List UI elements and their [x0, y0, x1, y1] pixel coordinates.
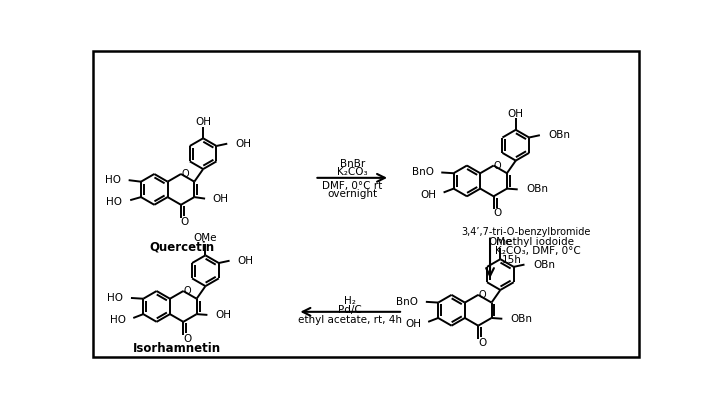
- Text: 3,4’,7-tri-O-benzylbromide: 3,4’,7-tri-O-benzylbromide: [461, 227, 591, 237]
- Text: OBn: OBn: [526, 184, 548, 194]
- Text: H₂: H₂: [345, 296, 356, 306]
- Text: O: O: [183, 286, 191, 296]
- Text: OMe: OMe: [488, 237, 512, 247]
- Text: K₂CO₃: K₂CO₃: [337, 167, 368, 177]
- Text: DMF, 0°C rt: DMF, 0°C rt: [322, 181, 383, 191]
- Text: Quercetin: Quercetin: [149, 241, 214, 254]
- Text: O: O: [181, 169, 189, 179]
- Text: OBn: OBn: [533, 259, 555, 269]
- Text: OBn: OBn: [548, 130, 571, 140]
- Text: BnO: BnO: [412, 167, 433, 177]
- Text: 15h: 15h: [502, 255, 521, 265]
- Text: OH: OH: [235, 139, 251, 149]
- Text: OH: OH: [213, 194, 229, 204]
- Text: Isorhamnetin: Isorhamnetin: [133, 342, 222, 355]
- Text: overnight: overnight: [327, 189, 378, 199]
- Text: O: O: [181, 217, 189, 227]
- Text: methyl iodoide: methyl iodoide: [495, 237, 573, 247]
- Text: OBn: OBn: [511, 314, 533, 324]
- Text: BnBr: BnBr: [340, 159, 365, 169]
- Text: OH: OH: [195, 117, 211, 127]
- Text: OH: OH: [508, 109, 524, 119]
- Text: O: O: [183, 334, 191, 344]
- Text: OMe: OMe: [194, 234, 217, 243]
- Text: OH: OH: [215, 310, 231, 320]
- Text: OH: OH: [405, 319, 421, 329]
- Text: HO: HO: [109, 315, 126, 325]
- Text: HO: HO: [107, 198, 122, 208]
- Text: O: O: [478, 290, 486, 300]
- Text: K₂CO₃, DMF, 0°C: K₂CO₃, DMF, 0°C: [495, 246, 581, 256]
- Text: O: O: [493, 208, 501, 218]
- Text: Pd/C: Pd/C: [338, 305, 362, 314]
- Text: HO: HO: [107, 293, 123, 303]
- Text: ethyl acetate, rt, 4h: ethyl acetate, rt, 4h: [298, 315, 403, 324]
- Text: HO: HO: [105, 175, 121, 185]
- Text: OH: OH: [420, 190, 437, 200]
- Text: O: O: [493, 160, 501, 170]
- Text: O: O: [478, 338, 486, 347]
- Text: OH: OH: [237, 256, 253, 266]
- Text: BnO: BnO: [396, 297, 418, 307]
